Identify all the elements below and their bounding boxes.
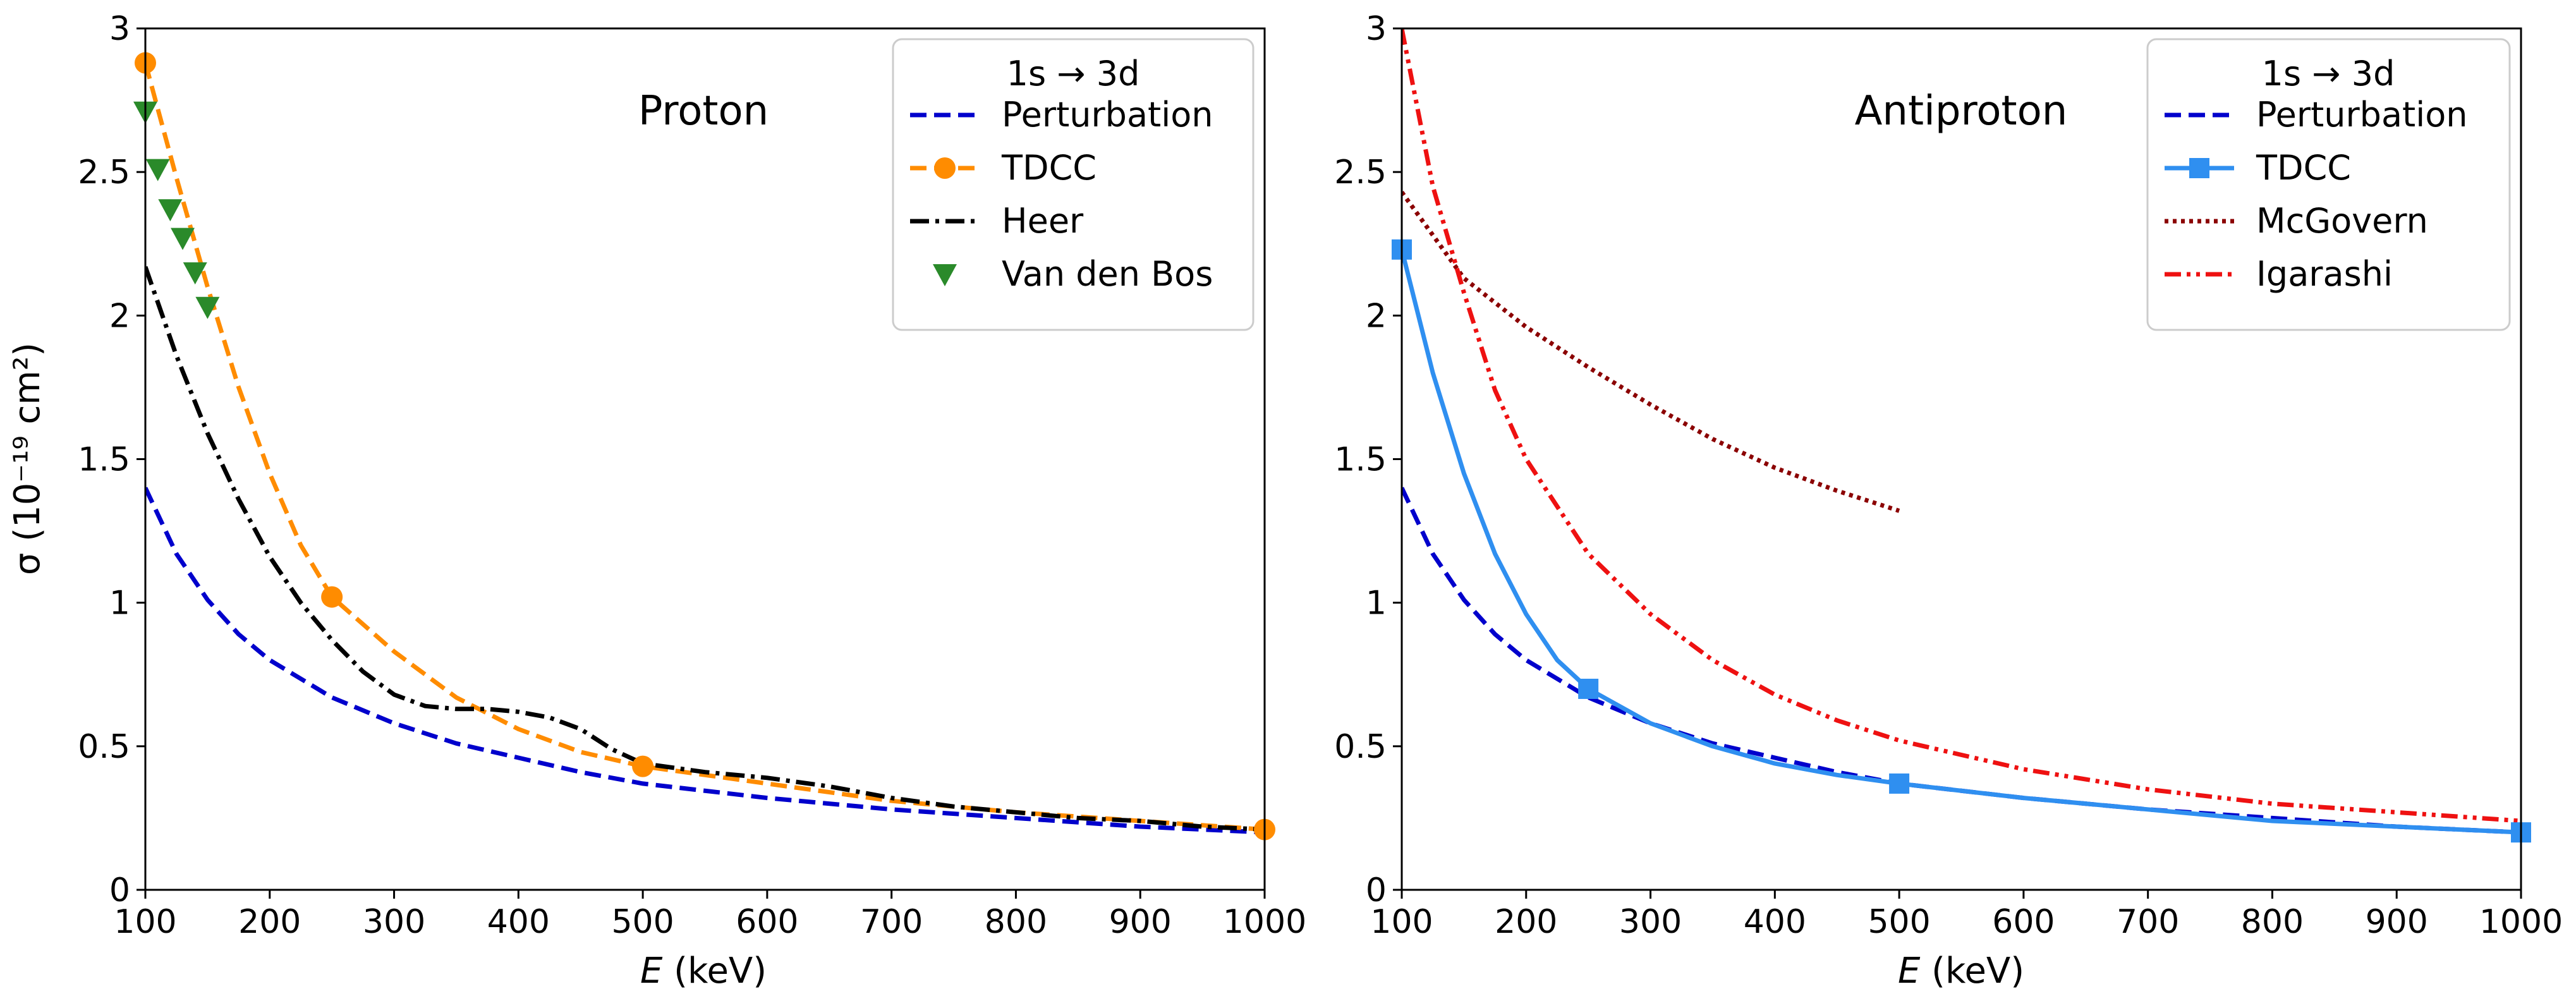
antiproton-panel-title: Antiproton	[1855, 88, 2068, 135]
proton-tdcc-point	[632, 755, 654, 777]
proton-markers	[133, 52, 1275, 841]
x-tick-label: 300	[1619, 903, 1682, 941]
proton-van-den-bos-point	[183, 262, 207, 285]
legend-tdcc-marker	[934, 157, 956, 179]
legend-tdcc-marker	[2189, 158, 2209, 178]
antiproton-axes-frame	[1400, 27, 2522, 891]
proton-van-den-bos-point	[171, 228, 195, 250]
antiproton-legend-box	[2146, 38, 2511, 331]
antiproton-tdcc-point	[1889, 773, 1910, 794]
y-tick-label: 0.5	[1334, 728, 1387, 766]
x-tick-label: 100	[114, 903, 176, 941]
y-tick-label: 2	[1366, 297, 1387, 335]
legend-van-den-bos-marker	[933, 264, 957, 286]
x-tick-label: 700	[860, 903, 923, 941]
proton-van-den-bos-point	[195, 296, 220, 319]
x-tick-label: 200	[1495, 903, 1557, 941]
y-axis-label: σ (10⁻¹⁹ cm²)	[7, 343, 48, 575]
x-tick-label: 200	[238, 903, 301, 941]
proton-ticks: 100 200 300 400 500 600 700 800 900 1000 0 0.5 1 1.5 2…	[78, 10, 1306, 941]
proton-heer-line	[145, 265, 1265, 832]
legend-perturbation-label: Perturbation	[1002, 95, 1213, 135]
proton-perturbation-line	[145, 487, 1265, 835]
antiproton-mcgovern-line	[1402, 190, 1900, 513]
x-tick-label: 1000	[1223, 903, 1306, 941]
y-tick-label: 1.5	[78, 441, 130, 479]
y-tick-label: 3	[109, 10, 130, 48]
antiproton-panel: 100 200 300 400 500 600 700 800 900 1000 0 0.5 1 1.5 2…	[1334, 10, 2563, 992]
antiproton-igarashi-line	[1402, 28, 2521, 823]
proton-legend-title: 1s → 3d	[1007, 54, 1140, 94]
y-tick-label: 0	[1366, 871, 1387, 909]
legend-tdcc-label: TDCC	[1001, 148, 1097, 188]
x-tick-label: 900	[1109, 903, 1172, 941]
antiproton-legend-entries: Perturbation TDCC McGovern Igarashi	[2165, 95, 2467, 294]
legend-heer-label: Heer	[1002, 201, 1084, 241]
proton-panel: 100 200 300 400 500 600 700 800 900 1000 0 0.5 1 1.5 2…	[7, 10, 1306, 992]
x-tick-label: 1000	[2479, 903, 2563, 941]
legend-tdcc-label: TDCC	[2256, 148, 2351, 188]
antiproton-x-axis-label: E (keV)	[1898, 950, 2024, 992]
y-tick-label: 1	[1366, 585, 1387, 622]
x-tick-label: 800	[2241, 903, 2304, 941]
y-tick-label: 0	[109, 871, 130, 909]
proton-tdcc-line	[145, 62, 1265, 832]
y-tick-label: 2	[109, 297, 130, 335]
x-tick-label: 600	[736, 903, 798, 941]
antiproton-series	[1402, 28, 2521, 835]
x-tick-label: 600	[1992, 903, 2055, 941]
y-tick-label: 1.5	[1334, 441, 1387, 479]
x-tick-label: 900	[2366, 903, 2428, 941]
x-tick-label: 700	[2117, 903, 2179, 941]
y-tick-label: 1	[109, 585, 130, 622]
legend-perturbation-label: Perturbation	[2256, 95, 2467, 135]
x-tick-label: 300	[363, 903, 425, 941]
x-tick-label: 500	[611, 903, 674, 941]
proton-legend-entries: Perturbation TDCC Heer Van den Bos	[910, 95, 1213, 294]
antiproton-perturbation-line	[1402, 487, 2521, 835]
antiproton-ticks: 100 200 300 400 500 600 700 800 900 1000 0 0.5 1 1.5 2…	[1334, 10, 2563, 941]
antiproton-legend: 1s → 3d Perturbation TDCC McGovern Igarashi	[2146, 38, 2511, 331]
y-tick-label: 2.5	[78, 154, 130, 191]
proton-legend: 1s → 3d Perturbation TDCC Heer Van den Bos	[892, 38, 1255, 331]
antiproton-legend-title: 1s → 3d	[2262, 54, 2395, 94]
x-tick-label: 100	[1370, 903, 1433, 941]
y-tick-label: 0.5	[78, 728, 130, 766]
proton-legend-box	[892, 38, 1255, 331]
antiproton-tdcc-line	[1402, 248, 2521, 835]
proton-x-axis-label: E (keV)	[640, 950, 767, 992]
legend-van-den-bos-label: Van den Bos	[1002, 254, 1213, 294]
legend-mcgovern-label: McGovern	[2256, 201, 2428, 241]
proton-van-den-bos-point	[158, 199, 183, 222]
x-tick-label: 400	[487, 903, 550, 941]
proton-van-den-bos-point	[145, 159, 170, 181]
proton-axes-frame	[144, 27, 1266, 891]
legend-igarashi-label: Igarashi	[2256, 254, 2393, 294]
antiproton-tdcc-point	[1578, 678, 1599, 699]
x-tick-label: 400	[1744, 903, 1806, 941]
x-tick-label: 800	[985, 903, 1047, 941]
proton-series	[145, 62, 1265, 835]
proton-panel-title: Proton	[638, 88, 769, 135]
y-tick-label: 3	[1366, 10, 1387, 48]
y-tick-label: 2.5	[1334, 154, 1387, 191]
x-tick-label: 500	[1868, 903, 1930, 941]
proton-tdcc-point	[321, 586, 343, 608]
